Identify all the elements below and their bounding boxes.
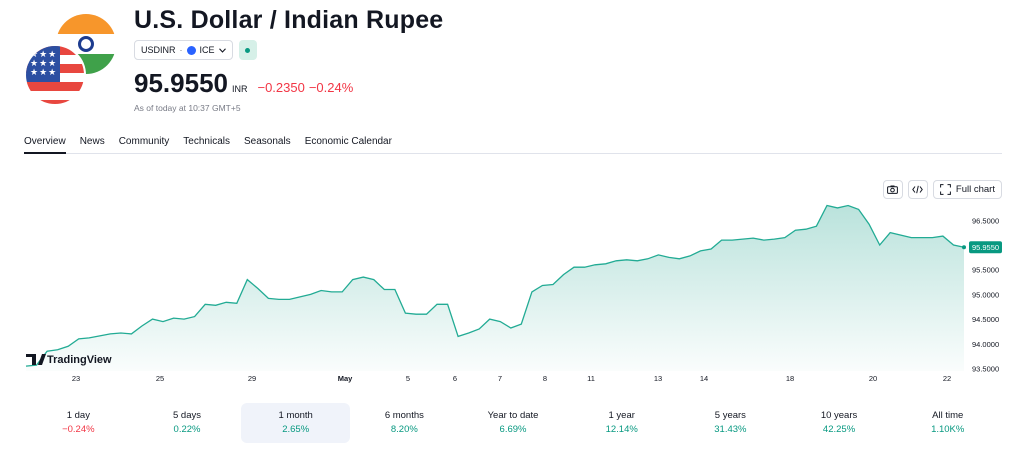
last-price-label: 95.9550 [972,243,999,252]
period-1-year[interactable]: 1 year 12.14% [567,403,676,443]
symbol-label: USDINR [141,45,176,55]
price-line [25,204,965,367]
full-chart-label: Full chart [955,184,995,195]
period-label: 5 years [714,410,746,421]
tab-economic-calendar[interactable]: Economic Calendar [304,136,392,147]
period-value: 12.14% [605,424,638,435]
tab-bar: Overview News Community Technicals Seaso… [24,136,1002,154]
tab-seasonals[interactable]: Seasonals [243,136,291,147]
price-change: −0.2350 [257,80,305,95]
x-axis: 23 25 29 May 5 6 7 8 11 13 14 18 20 22 [72,374,951,383]
symbol-chips: USDINR · ICE [134,40,257,60]
y-tick-label: 95.0000 [972,290,999,299]
period-all-time[interactable]: All time 1.10K% [893,403,1002,443]
period-value: 0.22% [173,424,201,435]
separator: · [179,45,183,55]
y-tick-label: 96.5000 [972,216,999,225]
period-value: 6.69% [499,424,527,435]
period-1-day[interactable]: 1 day −0.24% [24,403,133,443]
x-tick-label: 20 [869,374,877,383]
tab-technicals[interactable]: Technicals [183,136,230,147]
x-tick-label: 8 [543,374,547,383]
watermark-text: TradingView [47,354,112,366]
period-label: 1 day [66,410,90,421]
period-label: Year to date [487,410,539,421]
currency-label: INR [231,84,248,94]
x-tick-label: 25 [156,374,164,383]
embed-button[interactable] [907,180,928,199]
period-year-to-date[interactable]: Year to date 6.69% [459,403,568,443]
tab-news[interactable]: News [79,136,105,147]
last-price-dot [962,245,966,250]
period-10-years[interactable]: 10 years 42.25% [785,403,894,443]
globe-icon [186,45,196,55]
period-label: 10 years [820,410,858,421]
period-6-months[interactable]: 6 months 8.20% [350,403,459,443]
tradingview-logo-icon [26,354,46,365]
currency-flags: ★★★ ★★★ ★★★ [24,14,116,106]
performance-periods: 1 day −0.24% 5 days 0.22% 1 month 2.65% 6 m… [24,403,1002,443]
x-tick-label: 14 [700,374,708,383]
price-area [26,205,964,371]
period-value: −0.24% [62,424,95,435]
us-flag-icon: ★★★ ★★★ ★★★ [24,44,86,106]
x-tick-label: May [338,374,353,383]
period-value: 8.20% [390,424,418,435]
price-change-percent: −0.24% [308,80,354,95]
period-label: 5 days [173,410,201,421]
x-tick-label: 22 [943,374,951,383]
x-tick-label: 6 [453,374,457,383]
x-tick-label: 5 [406,374,410,383]
y-tick-label: 94.5000 [972,315,999,324]
x-tick-label: 11 [587,374,595,383]
period-label: All time [932,410,964,421]
period-value: 1.10K% [931,424,965,435]
last-price-marker: 95.9550 [962,241,1002,254]
price-chart[interactable]: 96.500096.000095.500095.000094.500094.00… [0,195,1024,387]
x-tick-label: 7 [498,374,502,383]
last-price: 95.9550 [134,68,228,98]
camera-icon [887,185,899,194]
status-dot-icon [245,47,251,53]
x-tick-label: 18 [786,374,794,383]
period-5-days[interactable]: 5 days 0.22% [133,403,242,443]
market-status-badge[interactable] [238,40,257,60]
period-label: 6 months [384,410,424,421]
period-label: 1 month [278,410,313,421]
period-value: 42.25% [822,424,856,435]
y-axis: 96.500096.000095.500095.000094.500094.00… [972,216,999,373]
period-value: 2.65% [282,424,310,435]
as-of-timestamp: As of today at 10:37 GMT+5 [134,103,241,113]
x-tick-label: 29 [248,374,256,383]
y-tick-label: 95.5000 [972,266,999,275]
x-tick-label: 13 [654,374,662,383]
y-tick-label: 94.0000 [972,340,999,349]
code-icon [912,185,924,194]
price-row: 95.9550 INR −0.2350 −0.24% [134,68,353,99]
period-5-years[interactable]: 5 years 31.43% [676,403,785,443]
full-chart-button[interactable]: Full chart [932,180,1002,199]
chevron-down-icon [218,47,226,53]
chart-toolbar: Full chart [882,180,1002,199]
period-value: 31.43% [714,424,747,435]
x-tick-label: 23 [72,374,80,383]
tradingview-watermark: TradingView [26,354,112,366]
y-tick-label: 93.5000 [972,365,999,374]
page-title: U.S. Dollar / Indian Rupee [134,6,444,34]
expand-icon [940,184,951,195]
symbol-chip[interactable]: USDINR · ICE [134,40,233,60]
period-label: 1 year [608,410,635,421]
tab-community[interactable]: Community [118,136,170,147]
snapshot-button[interactable] [882,180,903,199]
tab-overview[interactable]: Overview [24,136,66,154]
last-price-badge [969,241,1002,254]
exchange-label: ICE [199,45,215,55]
period-1-month[interactable]: 1 month 2.65% [241,403,351,443]
